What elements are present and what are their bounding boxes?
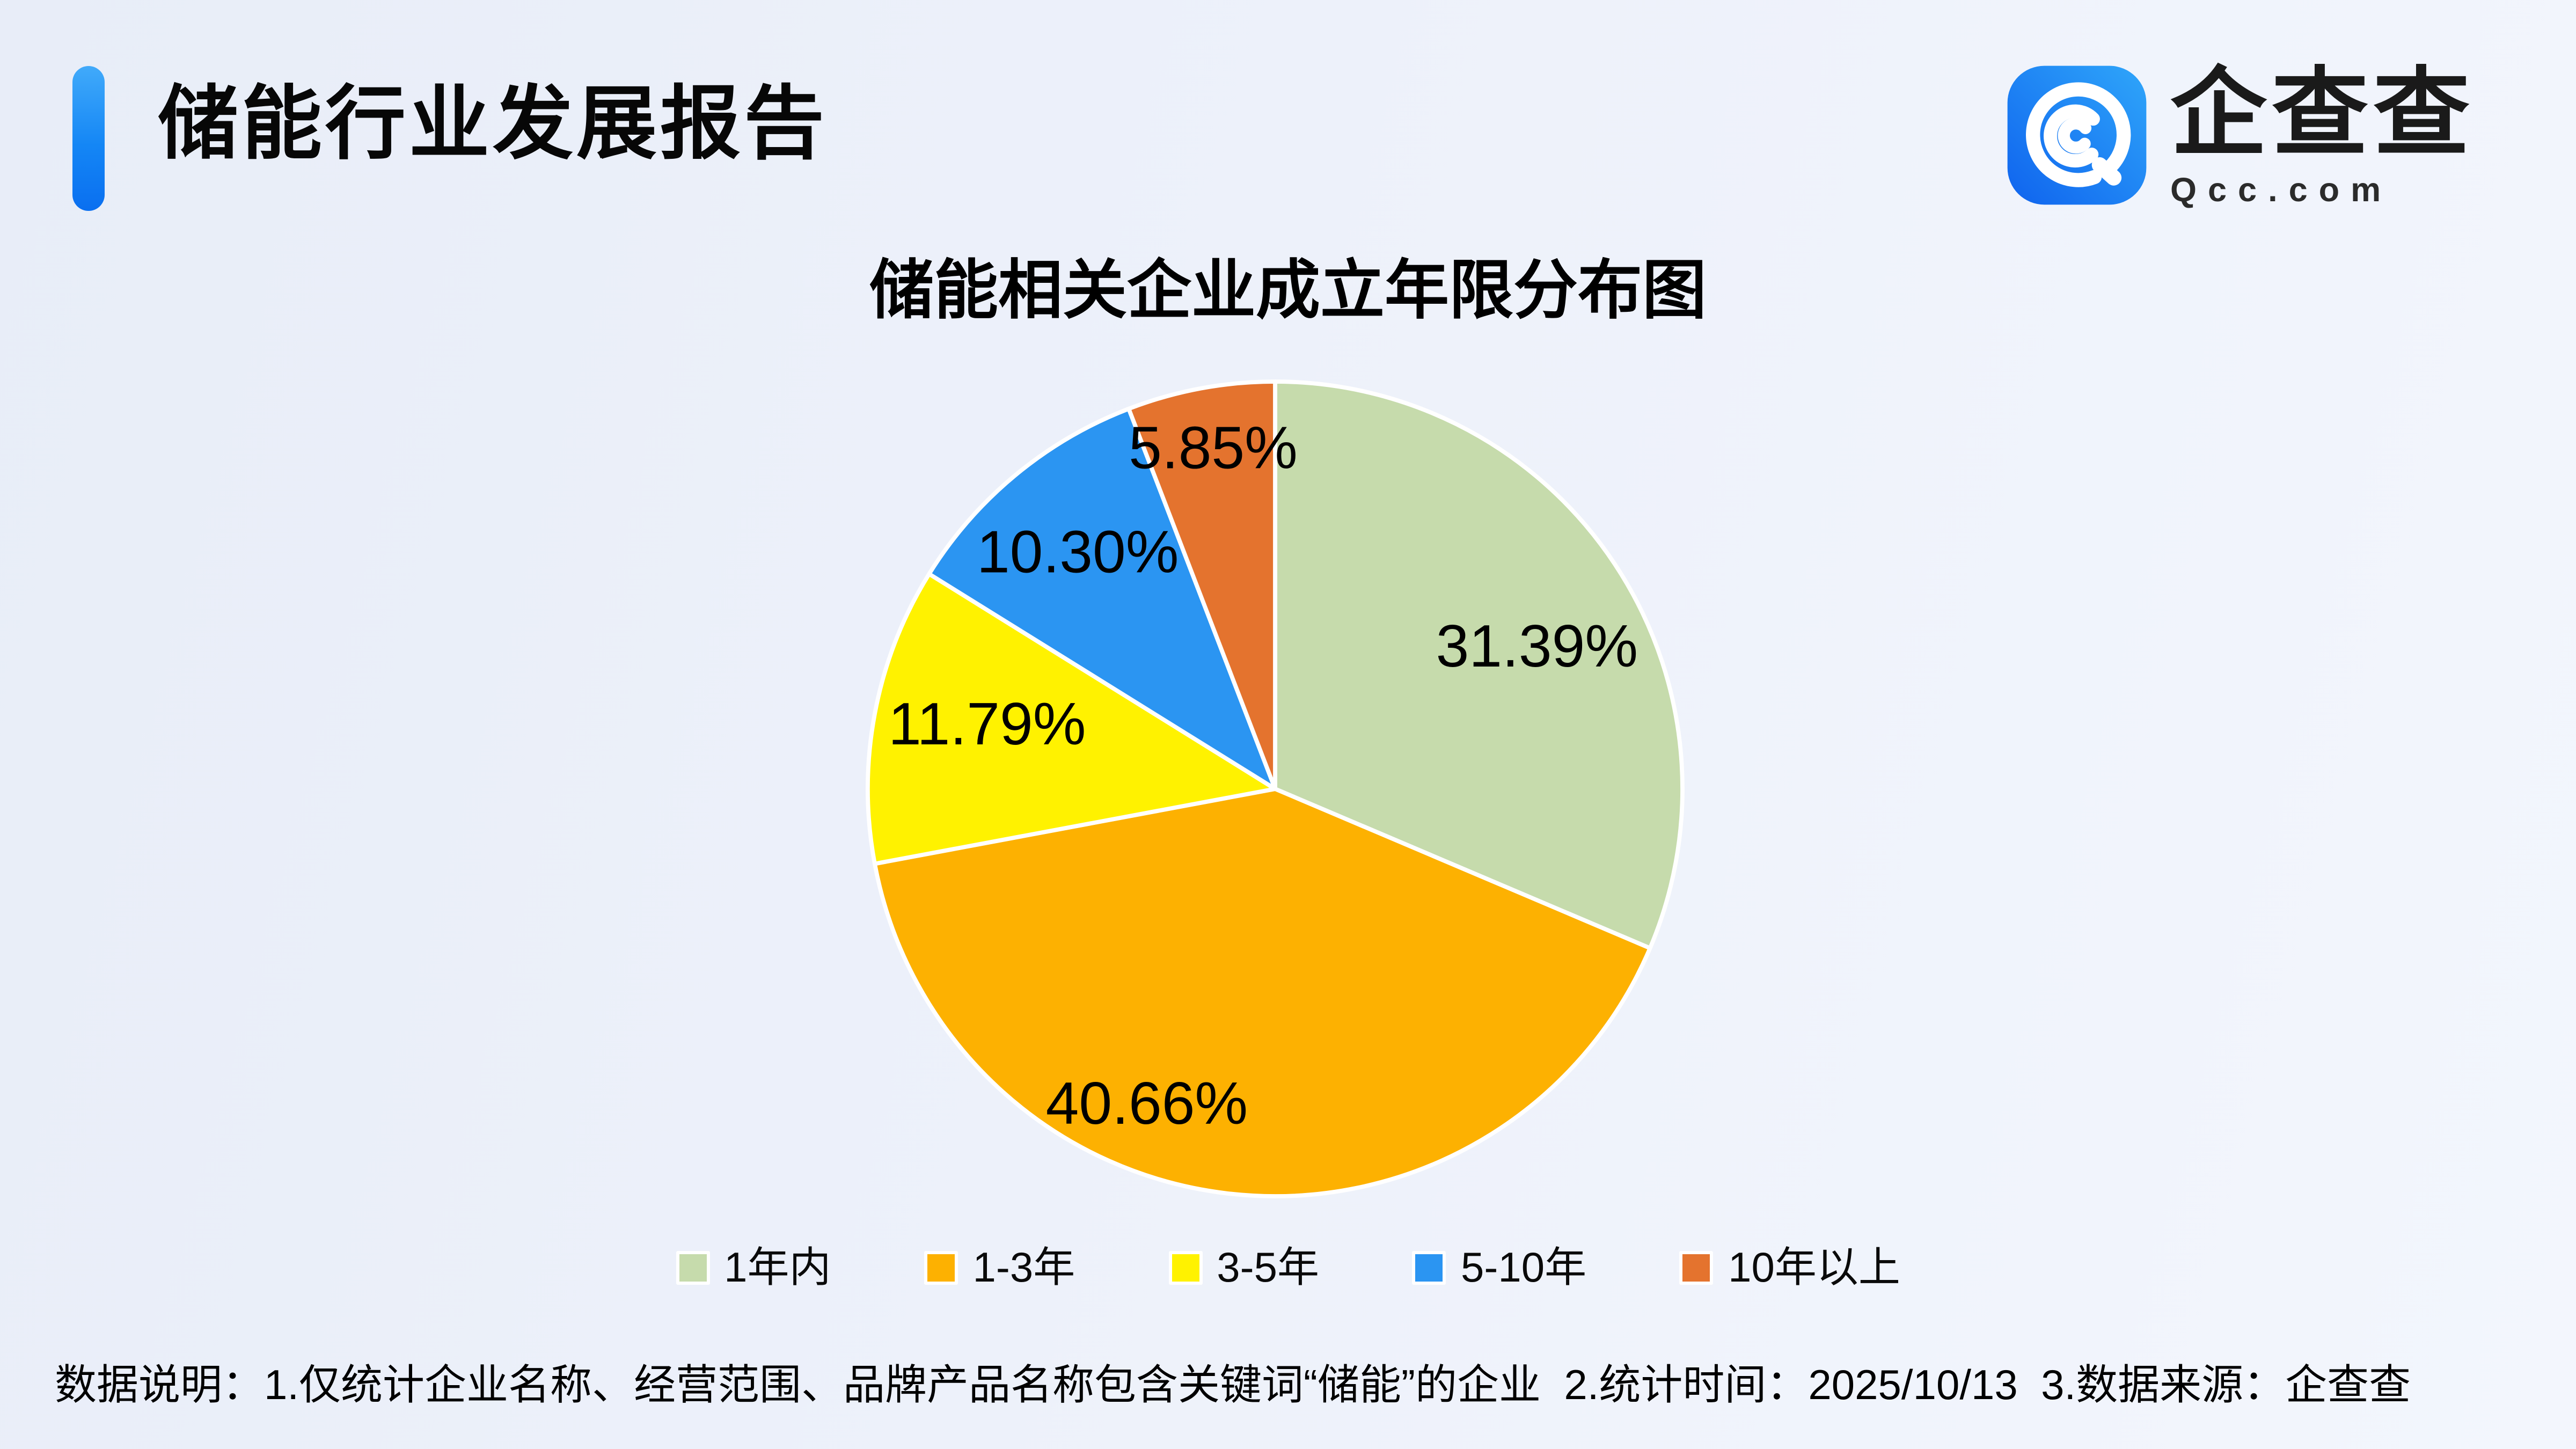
logo-text: 企查查 Qcc.com xyxy=(2170,64,2475,209)
legend-label: 10年以上 xyxy=(1728,1243,1900,1291)
chart-legend: 1年内 1-3年 3-5年 5-10年 10年以上 xyxy=(0,1245,2576,1290)
legend-label: 1年内 xyxy=(724,1243,831,1291)
pie-chart: 31.39% 40.66% 11.79% 10.30% 5.85% xyxy=(866,379,1685,1198)
qcc-logo: 企查查 Qcc.com xyxy=(2006,64,2475,209)
slice-label: 5.85% xyxy=(1129,415,1298,481)
chart-title: 储能相关企业成立年限分布图 xyxy=(869,256,1707,327)
legend-marker xyxy=(1168,1250,1203,1284)
legend-item-1年内: 1年内 xyxy=(676,1245,831,1290)
legend-label: 5-10年 xyxy=(1461,1243,1587,1291)
legend-item-1-3年: 1-3年 xyxy=(924,1245,1075,1290)
pie-slice-5-10年 xyxy=(927,406,1277,791)
pie-slice-3-5年 xyxy=(866,572,1277,866)
legend-marker xyxy=(676,1250,710,1284)
logo-domain: Qcc.com xyxy=(2170,172,2392,209)
title-accent-bar xyxy=(72,66,105,211)
page-title: 储能行业发展报告 xyxy=(158,79,828,169)
legend-item-3-5年: 3-5年 xyxy=(1168,1245,1319,1290)
slice-label: 40.66% xyxy=(1046,1070,1248,1137)
slice-label: 31.39% xyxy=(1436,613,1638,679)
logo-brand: 企查查 xyxy=(2170,60,2475,167)
legend-marker xyxy=(924,1250,958,1284)
qcc-logo-icon xyxy=(2007,65,2147,205)
pie-slice-10年以上 xyxy=(1126,379,1277,791)
legend-item-5-10年: 5-10年 xyxy=(1413,1245,1586,1290)
legend-marker xyxy=(1680,1250,1714,1284)
legend-marker xyxy=(1413,1250,1447,1284)
legend-label: 1-3年 xyxy=(972,1243,1075,1291)
slice-label: 11.79% xyxy=(888,691,1086,757)
legend-item-10年以上: 10年以上 xyxy=(1680,1245,1900,1290)
pie-slice-1-3年 xyxy=(873,787,1652,1198)
data-note: 数据说明：1.仅统计企业名称、经营范围、品牌产品名称包含关键词“储能”的企业 2… xyxy=(55,1360,2411,1409)
pie-slice-1年内 xyxy=(1273,379,1685,950)
slice-label: 10.30% xyxy=(977,519,1179,586)
legend-label: 3-5年 xyxy=(1217,1243,1320,1291)
